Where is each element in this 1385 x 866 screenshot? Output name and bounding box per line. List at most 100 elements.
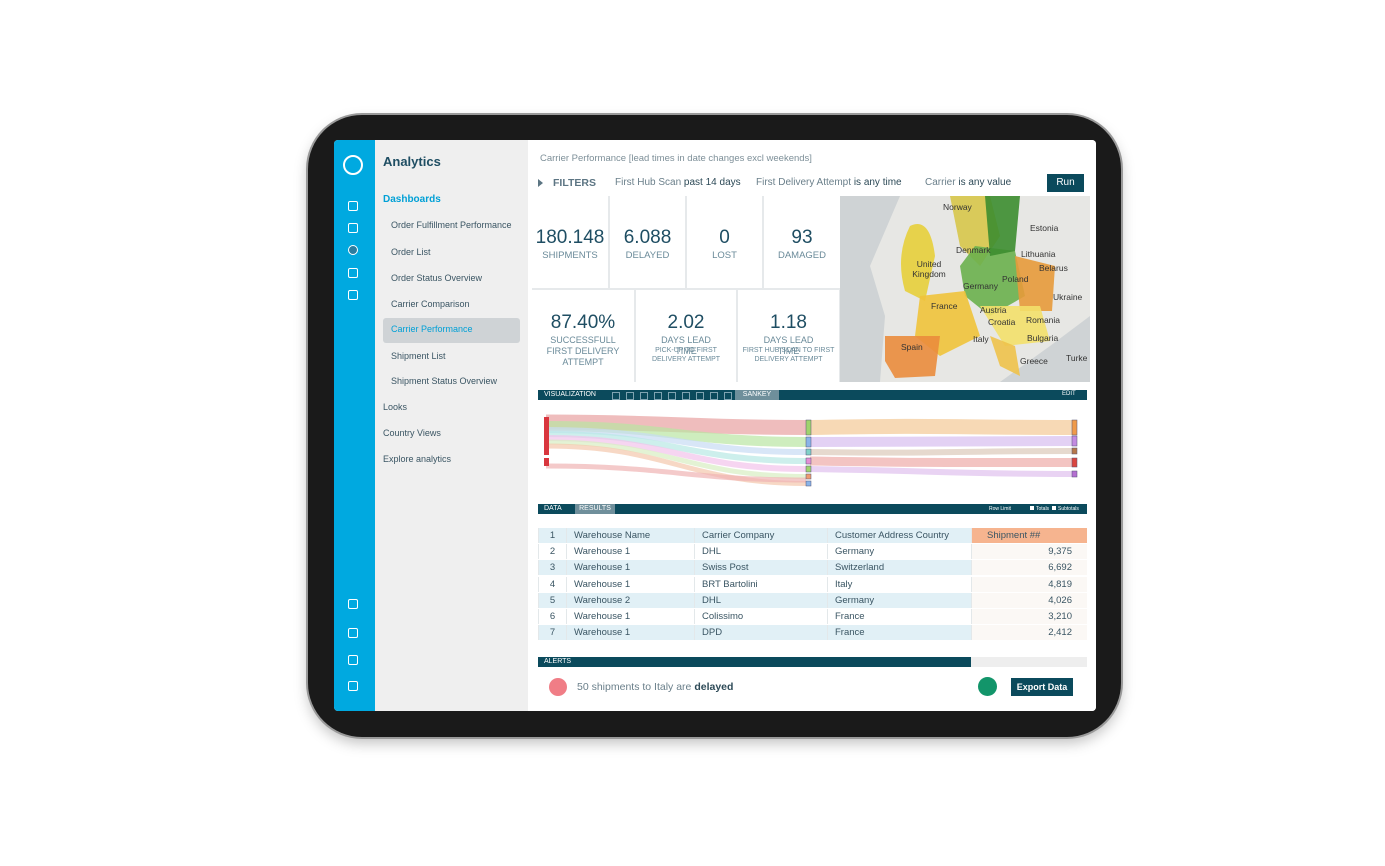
alerts-bar-rest: [971, 657, 1087, 667]
nav-item[interactable]: Carrier Comparison: [391, 299, 470, 309]
table-cell: 4,819: [971, 576, 1087, 592]
nav-item[interactable]: Carrier Performance: [391, 324, 473, 334]
map-region: [1015, 256, 1055, 311]
sankey-node: [805, 436, 812, 448]
nav-icon[interactable]: [348, 268, 358, 278]
map: Norway Estonia Denmark Lithuania United King…: [840, 196, 1090, 382]
filter[interactable]: First Hub Scan past 14 days: [615, 177, 741, 188]
nav-active-bg: [383, 318, 520, 343]
nav-item[interactable]: Looks: [383, 402, 408, 412]
sankey-node: [544, 458, 549, 466]
sankey-node: [805, 457, 812, 465]
nav-item[interactable]: Order Fulfillment Performance: [391, 220, 512, 230]
viz-tab[interactable]: SANKEY: [735, 390, 779, 400]
sankey-link: [809, 436, 1073, 447]
kpi-value: 180.148: [535, 227, 605, 248]
kpi-card: 93 DAMAGED: [764, 196, 840, 288]
map-label: Austria: [980, 305, 1007, 315]
export-icon[interactable]: [978, 677, 997, 696]
sankey-link: [809, 466, 1073, 477]
nav-icon[interactable]: [348, 628, 358, 638]
totals-checkbox[interactable]: [1030, 506, 1034, 510]
sankey-node: [1071, 447, 1078, 455]
sankey-node: [805, 480, 812, 487]
table-cell: 3,210: [971, 609, 1087, 624]
run-button[interactable]: Run: [1047, 174, 1084, 192]
map-label: Estonia: [1030, 223, 1059, 233]
kpi-label: SUCCESSFULL FIRST DELIVERY ATTEMPT: [546, 335, 620, 367]
filter[interactable]: Carrier is any value: [925, 177, 1011, 188]
sankey-node: [805, 448, 812, 456]
map-label: Norway: [943, 202, 972, 212]
viz-edit[interactable]: EDIT: [1062, 391, 1076, 397]
table-cell: Warehouse 1: [566, 544, 694, 560]
filter-value: past 14 days: [683, 177, 741, 188]
nav-icon[interactable]: [348, 599, 358, 609]
table-cell: Warehouse 2: [566, 592, 694, 608]
sankey-node: [805, 473, 812, 480]
viz-type-icon[interactable]: [612, 392, 620, 400]
viz-type-icon[interactable]: [724, 392, 732, 400]
kpi-label: DAMAGED: [777, 250, 827, 261]
filters-label[interactable]: FILTERS: [553, 177, 596, 189]
kpi-value: 0: [719, 227, 730, 248]
nav-panel: Analytics Dashboards Order Fulfillment Per…: [375, 140, 528, 711]
table-cell: Warehouse 1: [566, 560, 694, 576]
sankey-node: [1071, 419, 1078, 436]
sankey-node: [1071, 457, 1078, 468]
table-cell: Germany: [827, 544, 971, 560]
icon-sidebar: [334, 140, 375, 711]
nav-icon[interactable]: [348, 290, 358, 300]
viz-type-icon[interactable]: [710, 392, 718, 400]
filter-caret: [538, 179, 543, 187]
viz-type-icon[interactable]: [626, 392, 634, 400]
nav-icon[interactable]: [348, 223, 358, 233]
subtotals-checkbox[interactable]: [1052, 506, 1056, 510]
table-cell: BRT Bartolini: [694, 576, 827, 592]
table-cell: Germany: [827, 592, 971, 608]
nav-section[interactable]: Dashboards: [383, 194, 441, 205]
map-label: Italy: [973, 334, 989, 344]
nav-item[interactable]: Shipment List: [391, 351, 446, 361]
nav-icon[interactable]: [348, 655, 358, 665]
kpi-card: 6.088 DELAYED: [610, 196, 685, 288]
nav-icon[interactable]: [348, 681, 358, 691]
alert-text: 50 shipments to Italy are: [577, 681, 692, 693]
map-region: [985, 196, 1020, 256]
sankey-node: [1071, 435, 1078, 447]
viz-type-icon[interactable]: [640, 392, 648, 400]
nav-item[interactable]: Shipment Status Overview: [391, 376, 498, 386]
kpi-value: 6.088: [623, 227, 672, 248]
table-header-cell: Carrier Company: [694, 528, 827, 543]
table-cell: DPD: [694, 625, 827, 641]
kpi-label: DELAYED: [625, 250, 670, 261]
viz-type-icon[interactable]: [668, 392, 676, 400]
export-button[interactable]: Export Data: [1011, 678, 1073, 696]
nav-icon[interactable]: [348, 201, 358, 211]
kpi-label: DAYS LEAD TIME: [661, 335, 711, 356]
map-label: Romania: [1026, 315, 1061, 325]
filter[interactable]: First Delivery Attempt is any time: [756, 177, 902, 188]
sankey-node: [805, 419, 812, 436]
table-cell: France: [827, 609, 971, 624]
map-region: [990, 336, 1020, 376]
main: Carrier Performance [lead times in date …: [528, 140, 1096, 711]
data-tab[interactable]: RESULTS: [575, 504, 615, 514]
nav-icon[interactable]: [348, 245, 358, 255]
map-label: Lithuania: [1021, 249, 1056, 259]
map-label: France: [931, 301, 958, 311]
sankey-link: [545, 421, 807, 447]
map-region: [885, 336, 940, 378]
nav-item[interactable]: Order Status Overview: [391, 273, 483, 283]
viz-type-icon[interactable]: [682, 392, 690, 400]
nav-item[interactable]: Explore analytics: [383, 454, 452, 464]
table-cell: France: [827, 625, 971, 641]
map-label: Croatia: [988, 317, 1016, 327]
viz-type-icon[interactable]: [696, 392, 704, 400]
viz-type-icon[interactable]: [654, 392, 662, 400]
nav-item[interactable]: Country Views: [383, 428, 441, 438]
kpi-card: 87.40% SUCCESSFULL FIRST DELIVERY ATTEMPT: [532, 290, 634, 382]
nav-item[interactable]: Order List: [391, 247, 431, 257]
map-label: Greece: [1020, 356, 1048, 366]
